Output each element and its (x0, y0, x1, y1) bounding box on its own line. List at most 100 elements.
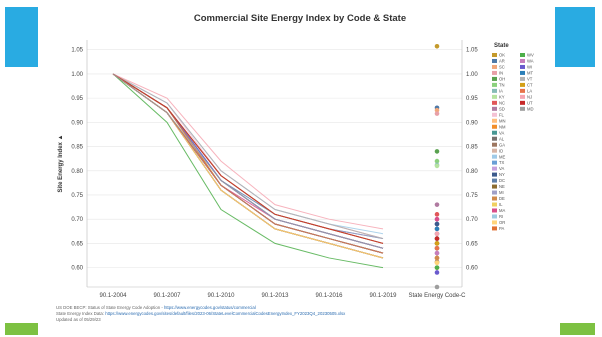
legend-label-oh: OH (499, 77, 505, 82)
source-line-2-link[interactable]: https://www.energycodes.gov/sites/defaul… (105, 311, 346, 316)
source-line-1-text: US DOE BECP: Status of State Energy Code… (56, 305, 164, 310)
series-line-vt (112, 73, 384, 240)
legend-label-wv: WV (527, 53, 534, 58)
decor-green-bottom-right (560, 323, 595, 335)
legend-swatch-la (520, 88, 525, 93)
y-tick-label-left: 0.60 (71, 266, 83, 272)
legend-label-al: AL (499, 136, 505, 141)
series-line-md (112, 73, 384, 249)
legend-label-ny: NY (499, 172, 505, 177)
x-tick-label: 90.1-2007 (153, 293, 181, 299)
legend-label-sd: SD (499, 106, 505, 111)
series-line-dc (112, 73, 384, 240)
legend-label-vt: VT (527, 77, 533, 82)
legend-swatch-mi (492, 190, 497, 195)
legend-swatch-me (492, 154, 497, 159)
legend-label-va: VA (499, 130, 504, 135)
chart-title: Commercial Site Energy Index by Code & S… (193, 13, 407, 24)
series-line-or (112, 73, 384, 259)
legend-swatch-mn (492, 118, 497, 123)
legend-label-wa: WA (527, 59, 534, 64)
series-line-al (112, 73, 384, 259)
legend-swatch-ga (492, 142, 497, 147)
legend-label-ok: OK (499, 53, 505, 58)
state-point-or (434, 260, 440, 266)
state-point-wi (434, 270, 440, 275)
legend-swatch-in (492, 70, 497, 75)
legend-swatch-ut (520, 100, 525, 105)
y-tick-label-right: 0.65 (466, 241, 478, 247)
state-point-de (434, 255, 440, 261)
legend-swatch-id (492, 148, 497, 153)
legend-swatch-de (492, 196, 497, 201)
legend-swatch-ok (492, 53, 497, 57)
x-tick-label: 90.1-2004 (99, 293, 127, 299)
legend-label-id: ID (499, 148, 503, 153)
source-line-3-text: Updated as of 05/29/23 (56, 317, 101, 322)
state-point-la (434, 245, 440, 251)
y-tick-label-left: 0.85 (71, 145, 83, 151)
legend-swatch-va (492, 130, 497, 135)
decor-blue-top-right (555, 7, 595, 67)
legend-swatch-fl (492, 112, 497, 117)
decor-green-bottom-left (5, 323, 38, 335)
series-line-ky (112, 73, 384, 259)
legend-swatch-ct (520, 82, 525, 87)
legend-swatch-or (492, 220, 497, 225)
legend-label-nm: NM (499, 124, 506, 129)
legend-swatch-oh (492, 76, 497, 81)
legend-label-nj: NJ (527, 94, 532, 99)
legend-swatch-ne (492, 184, 497, 189)
state-point-sc (434, 107, 440, 113)
legend-label-va: VA (499, 166, 504, 171)
legend-swatch-ri (492, 214, 497, 219)
y-tick-label-right: 1.05 (466, 48, 478, 54)
legend-swatch-sc (492, 64, 497, 69)
x-tick-label: 90.1-2013 (261, 293, 289, 299)
series-line-nj (112, 73, 384, 230)
legend-label-ut: UT (527, 100, 533, 105)
legend-label-fl: FL (499, 112, 505, 117)
legend-swatch-tn (492, 82, 497, 87)
legend-swatch-vt (520, 76, 525, 81)
y-tick-label-left: 1.00 (71, 72, 83, 78)
source-line-1-link[interactable]: https://www.energycodes.gov/status/comme… (163, 305, 256, 310)
legend-label-il: IL (499, 202, 503, 207)
y-tick-label-left: 0.95 (71, 96, 83, 102)
legend-label-pa: PA (499, 226, 504, 231)
series-line-ne (112, 73, 384, 259)
legend-swatch-va (492, 166, 497, 171)
series-line-in (112, 73, 384, 240)
state-point-ky (434, 163, 440, 169)
state-point-ok (434, 43, 440, 49)
decor-blue-top-left (5, 7, 38, 67)
legend-label-mi: MI (499, 190, 504, 195)
y-tick-label-left: 0.90 (71, 120, 83, 126)
state-point-nc (434, 212, 440, 217)
series-line-wv (112, 73, 384, 269)
y-tick-label-right: 0.70 (466, 217, 478, 223)
series-line-mi (112, 73, 384, 240)
legend-title: State (494, 43, 509, 49)
legend-swatch-sd (492, 106, 497, 111)
legend-label-ar: AR (499, 59, 505, 64)
legend-label-sc: SC (499, 65, 505, 70)
state-point-ut (434, 236, 440, 241)
legend-swatch-ky (492, 94, 497, 99)
y-tick-label-right: 0.80 (466, 169, 478, 175)
legend-swatch-ny (492, 172, 497, 177)
state-point-ct (434, 241, 440, 246)
y-axis-label: Site Energy Index ▲ (58, 135, 64, 193)
legend-label-me: ME (499, 154, 505, 159)
x-tick-label: 90.1-2010 (207, 293, 235, 299)
legend-label-tn: TN (499, 83, 505, 88)
series-line-de (112, 73, 384, 259)
legend-label-md: MD (527, 106, 534, 111)
state-point-ny (434, 221, 440, 227)
state-point-md (434, 284, 440, 290)
source-line-2-text: State Energy Index Data: (56, 311, 106, 316)
source-line-1: US DOE BECP: Status of State Energy Code… (56, 305, 256, 310)
y-tick-label-left: 0.65 (71, 241, 83, 247)
x-tick-label: 90.1-2019 (369, 293, 397, 299)
